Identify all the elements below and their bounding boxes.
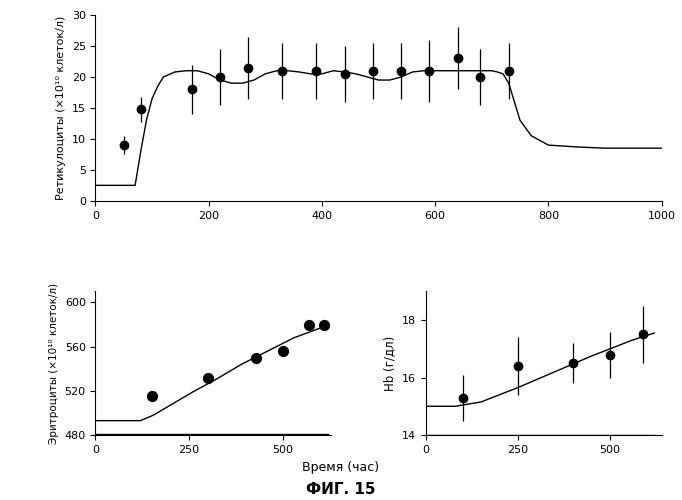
Point	[277, 347, 288, 355]
Text: ФИГ. 15: ФИГ. 15	[306, 482, 376, 498]
Text: Время (час): Время (час)	[302, 461, 380, 474]
Point	[251, 354, 262, 362]
Point	[203, 374, 213, 382]
Point	[318, 320, 329, 328]
Point	[303, 320, 314, 328]
Y-axis label: Эритроциты (×10¹⁰ клеток/л): Эритроциты (×10¹⁰ клеток/л)	[49, 282, 59, 444]
Point	[146, 392, 157, 400]
Y-axis label: Hb (г/дл): Hb (г/дл)	[383, 336, 396, 391]
Y-axis label: Ретикулоциты (×10¹⁰ клеток/л): Ретикулоциты (×10¹⁰ клеток/л)	[56, 16, 66, 200]
